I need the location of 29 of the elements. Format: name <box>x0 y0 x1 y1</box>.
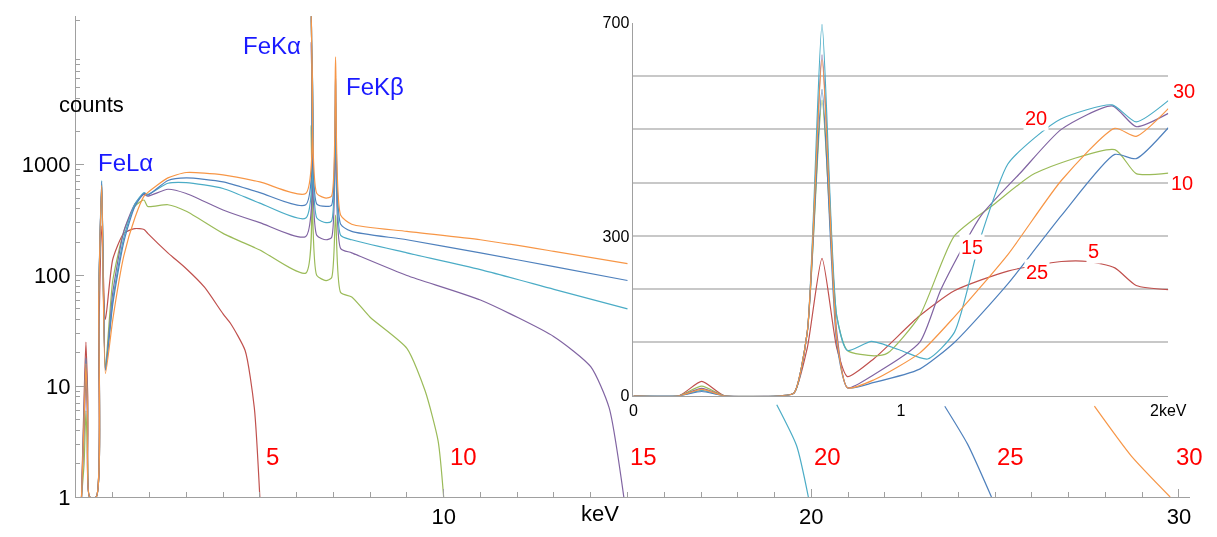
series-label: 20 <box>814 443 841 470</box>
y-axis-title: counts <box>59 92 124 117</box>
x-tick-label: 1 <box>896 401 906 419</box>
series-label: 5 <box>1088 240 1100 262</box>
annotation: FeKβ <box>346 73 404 100</box>
x-tick-label: 2keV <box>1150 401 1187 419</box>
x-tick-label: 20 <box>799 504 824 530</box>
series-label: 30 <box>1173 80 1196 102</box>
y-tick-label: 0 <box>620 387 630 405</box>
y-tick-label: 700 <box>602 14 630 32</box>
series-label: 20 <box>1025 107 1048 129</box>
y-tick-label: 100 <box>33 263 71 289</box>
series-label: 10 <box>1171 172 1194 194</box>
series-label: 15 <box>961 236 984 258</box>
annotation: FeLα <box>98 149 154 176</box>
series-label: 10 <box>450 443 477 470</box>
y-tick-label: 1 <box>58 484 71 510</box>
series-label: 15 <box>630 443 657 470</box>
annotation: FeKα <box>243 32 302 59</box>
series-label: 25 <box>997 443 1024 470</box>
series-label: 25 <box>1026 261 1049 283</box>
y-tick-label: 10 <box>46 373 71 399</box>
y-tick-label: 300 <box>602 227 630 245</box>
x-tick-label: 30 <box>1166 504 1192 530</box>
series-label: 30 <box>1176 443 1203 470</box>
series-label: 5 <box>266 443 280 470</box>
y-tick-label: 1000 <box>21 152 71 178</box>
x-axis-title: keV <box>581 501 620 526</box>
x-tick-label: 10 <box>431 504 456 530</box>
